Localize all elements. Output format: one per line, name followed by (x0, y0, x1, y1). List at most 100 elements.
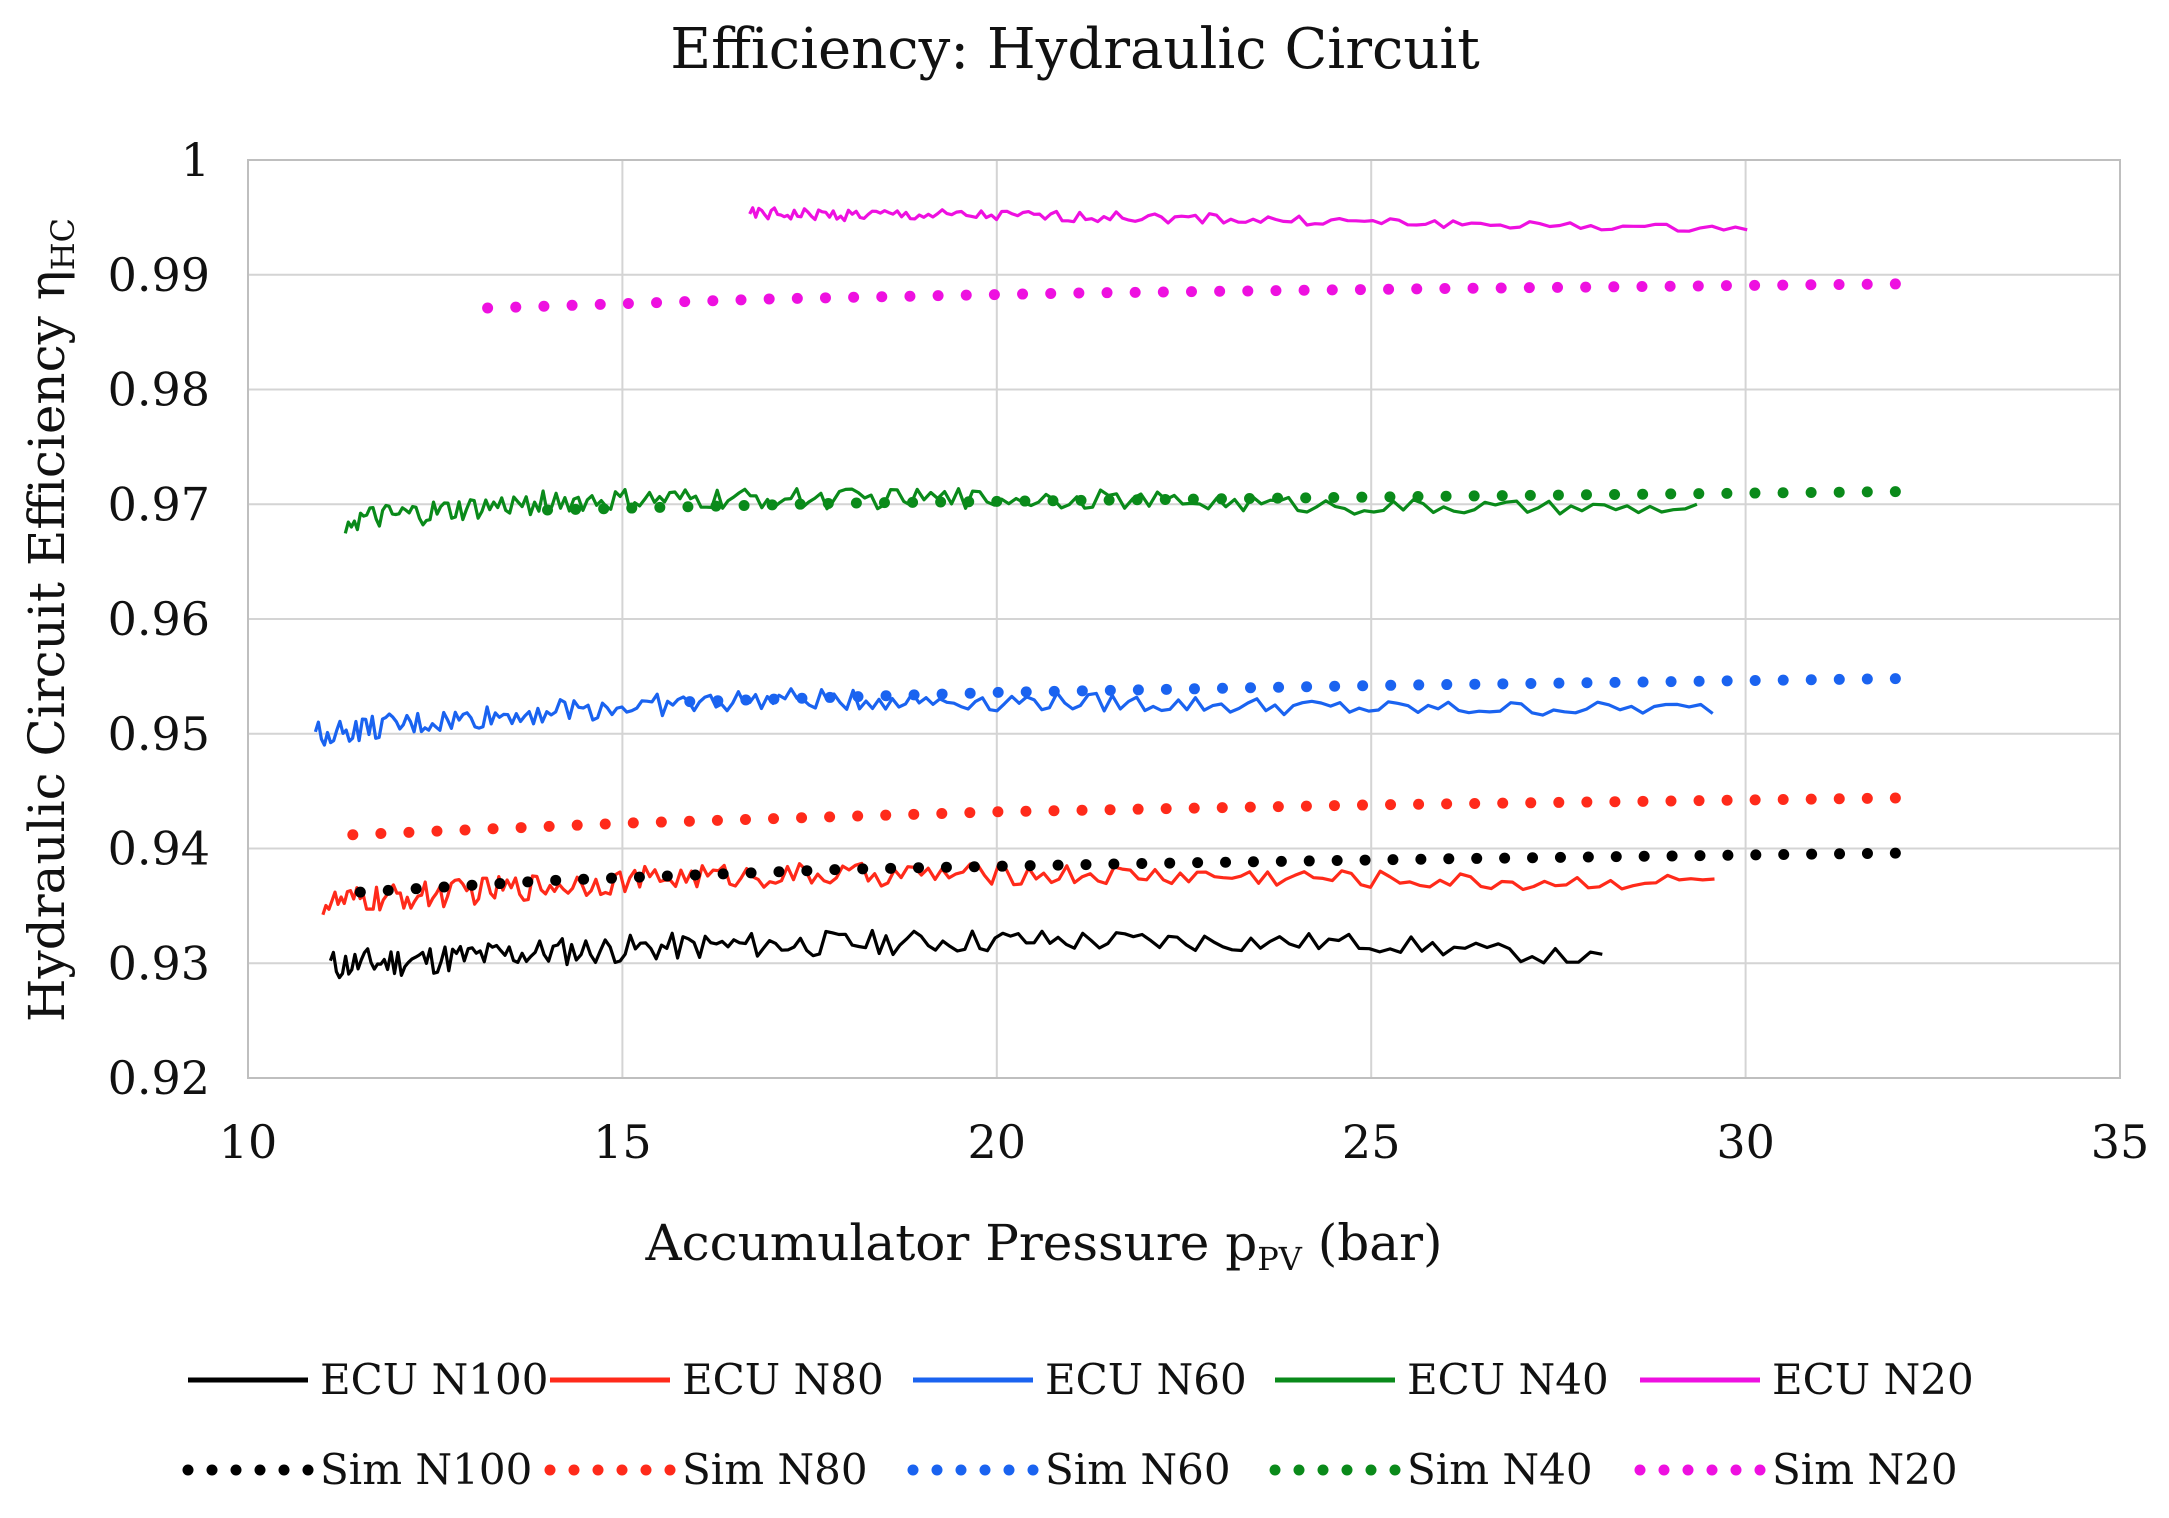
series-point-sim-n100 (1275, 855, 1287, 867)
series-point-sim-n20 (819, 292, 831, 304)
series-point-sim-n100 (466, 879, 478, 891)
series-point-sim-n60 (908, 689, 920, 701)
legend-label-ecu-n100: ECU N100 (320, 1355, 548, 1404)
series-point-sim-n80 (1441, 798, 1453, 810)
series-point-sim-n20 (1580, 281, 1592, 293)
series-point-sim-n40 (766, 499, 778, 511)
series-point-sim-n60 (964, 687, 976, 699)
chart-title: Efficiency: Hydraulic Circuit (670, 17, 1480, 82)
series-point-sim-n40 (822, 498, 834, 510)
series-point-sim-n40 (1244, 492, 1256, 504)
series-point-sim-n80 (768, 813, 780, 825)
y-tick-label: 0.93 (108, 936, 210, 990)
series-point-sim-n40 (935, 496, 947, 508)
series-point-sim-n80 (992, 806, 1004, 818)
series-point-sim-n40 (1272, 492, 1284, 504)
series-point-sim-n40 (1412, 491, 1424, 503)
x-tick-label: 20 (968, 1115, 1027, 1169)
series-point-sim-n60 (1469, 678, 1481, 690)
series-point-sim-n60 (1048, 685, 1060, 697)
series-point-sim-n80 (1637, 795, 1649, 807)
series-point-sim-n60 (1216, 682, 1228, 694)
series-point-sim-n80 (936, 807, 948, 819)
series-point-sim-n20 (1861, 278, 1873, 290)
series-point-sim-n60 (1525, 677, 1537, 689)
y-axis-ticks: 0.92 0.93 0.94 0.95 0.96 0.97 0.98 0.99 1 (108, 133, 210, 1105)
legend-swatch-sim-n100 (230, 1464, 242, 1476)
series-point-sim-n40 (1187, 493, 1199, 505)
legend-swatch-sim-n100 (302, 1464, 314, 1476)
series-point-sim-n20 (1889, 278, 1901, 290)
series-point-sim-n100 (1247, 856, 1259, 868)
series-point-sim-n100 (1834, 848, 1846, 860)
series-point-sim-n60 (1245, 682, 1257, 694)
series-point-sim-n20 (1326, 284, 1338, 296)
series-point-sim-n40 (1384, 491, 1396, 503)
series-point-sim-n40 (1328, 492, 1340, 504)
series-point-sim-n100 (1527, 852, 1539, 864)
x-tick-label: 15 (593, 1115, 652, 1169)
series-point-sim-n20 (1157, 286, 1169, 298)
series-point-sim-n20 (1833, 279, 1845, 291)
series-point-sim-n100 (1052, 859, 1064, 871)
series-point-sim-n60 (852, 691, 864, 703)
series-point-sim-n60 (684, 696, 696, 708)
y-tick-label: 0.94 (108, 822, 210, 876)
x-axis-label: Accumulator Pressure pPV (bar) (644, 1214, 1442, 1278)
series-point-sim-n60 (1665, 676, 1677, 688)
series-point-sim-n80 (1581, 796, 1593, 808)
series-point-sim-n100 (661, 870, 673, 882)
series-point-sim-n40 (1131, 494, 1143, 506)
x-tick-label: 35 (2091, 1115, 2150, 1169)
series-point-sim-n100 (940, 861, 952, 873)
series-point-sim-n80 (964, 807, 976, 819)
series-point-sim-n20 (1692, 280, 1704, 292)
series-point-sim-n100 (1666, 850, 1678, 862)
series-point-sim-n80 (852, 810, 864, 822)
series-point-sim-n60 (1076, 685, 1088, 697)
legend-swatch-sim-n40 (1365, 1464, 1377, 1476)
series-point-sim-n40 (1721, 487, 1733, 499)
series-point-sim-n100 (494, 878, 506, 890)
series-point-sim-n40 (1524, 489, 1536, 501)
series-point-sim-n20 (1805, 279, 1817, 291)
series-point-sim-n80 (1861, 792, 1873, 804)
series-point-sim-n40 (1805, 486, 1817, 498)
series-point-sim-n100 (1415, 853, 1427, 865)
series-point-sim-n40 (570, 503, 582, 515)
series-point-sim-n100 (1694, 850, 1706, 862)
x-tick-label: 25 (1342, 1115, 1401, 1169)
series-point-sim-n80 (599, 818, 611, 830)
series-point-sim-n40 (1833, 486, 1845, 498)
legend-label-sim-n80: Sim N80 (682, 1445, 868, 1494)
series-point-sim-n40 (1889, 486, 1901, 498)
series-point-sim-n100 (1750, 849, 1762, 861)
series-point-sim-n80 (375, 828, 387, 840)
series-point-sim-n80 (1385, 799, 1397, 811)
series-point-sim-n20 (1298, 284, 1310, 296)
legend-swatch-sim-n60 (931, 1464, 943, 1476)
series-point-sim-n40 (1580, 489, 1592, 501)
series-point-sim-n100 (550, 874, 562, 886)
series-point-sim-n80 (571, 819, 583, 831)
series-point-sim-n20 (538, 300, 550, 312)
series-point-sim-n100 (1471, 852, 1483, 864)
legend-swatch-sim-n100 (278, 1464, 290, 1476)
series-point-sim-n100 (1722, 849, 1734, 861)
series-point-sim-n80 (739, 813, 751, 825)
series-point-sim-n40 (1468, 490, 1480, 502)
series-point-sim-n60 (1861, 673, 1873, 685)
series-point-sim-n100 (1220, 856, 1232, 868)
series-point-sim-n100 (606, 872, 618, 884)
series-point-sim-n60 (1020, 686, 1032, 698)
series-point-sim-n80 (627, 817, 639, 829)
series-line-ecu-n80 (321, 861, 1715, 916)
grid-lines (247, 159, 2121, 1079)
series-point-sim-n100 (913, 862, 925, 874)
series-point-sim-n60 (1833, 673, 1845, 685)
series-point-sim-n40 (1749, 487, 1761, 499)
series-point-sim-n40 (1861, 486, 1873, 498)
legend: ECU N100 ECU N80 ECU N60 ECU N40 ECU N20 Sim … (182, 1355, 1974, 1494)
series-point-sim-n60 (1132, 684, 1144, 696)
